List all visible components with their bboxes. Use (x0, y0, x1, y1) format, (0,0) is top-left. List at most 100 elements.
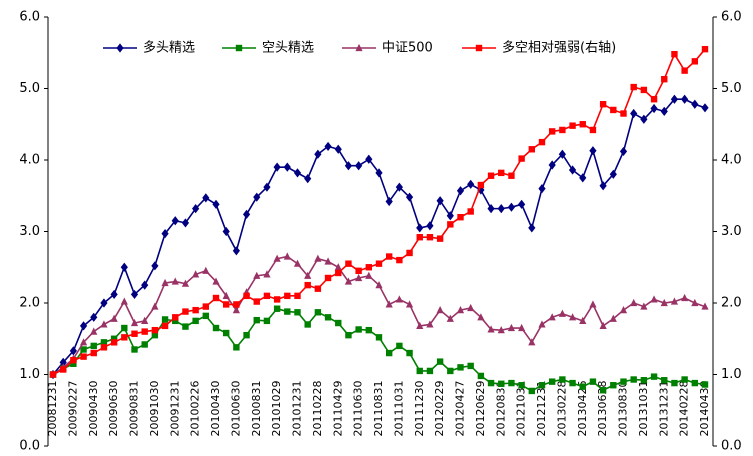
x-tick-label: 20110630 (352, 381, 365, 437)
data-point (222, 226, 230, 237)
data-point (284, 308, 291, 315)
data-point (671, 50, 678, 58)
data-point (640, 302, 648, 310)
y-tick-label: 0.0 (19, 439, 40, 454)
data-point (365, 271, 373, 279)
data-point (691, 58, 699, 65)
data-point (212, 294, 220, 302)
data-point (548, 160, 556, 170)
data-point (701, 103, 709, 113)
data-point (538, 382, 546, 389)
data-point (90, 327, 98, 335)
x-tick-label: 20130228 (555, 381, 568, 437)
x-tick-label: 20100430 (209, 381, 222, 437)
y2-tick-label: 4.0 (721, 153, 742, 168)
data-point (405, 192, 414, 202)
data-point (131, 346, 138, 353)
data-point (568, 165, 577, 175)
legend-marker (355, 43, 363, 52)
data-point (232, 306, 240, 314)
y-tick-label: 2.0 (19, 296, 40, 311)
y2-tick-label: 1.0 (721, 367, 742, 382)
data-point (487, 325, 495, 333)
x-tick-label: 20101231 (291, 381, 304, 437)
x-tick-label: 20120629 (474, 381, 487, 437)
data-point (538, 184, 546, 194)
x-tick-label: 20130426 (576, 381, 589, 437)
y2-tick-label: 6.0 (721, 10, 742, 25)
x-tick-label: 20120229 (433, 381, 446, 437)
data-point (589, 300, 597, 308)
data-point (538, 320, 546, 328)
data-point (253, 192, 261, 202)
x-tick-label: 20091030 (148, 381, 161, 437)
data-point (253, 271, 261, 279)
x-tick-label: 20120831 (494, 381, 507, 437)
data-point (141, 341, 148, 348)
data-point (406, 249, 413, 257)
data-point (477, 372, 485, 380)
data-point (610, 106, 617, 114)
data-point (181, 279, 190, 287)
data-point (172, 314, 179, 321)
data-point (599, 321, 607, 329)
data-point (151, 331, 159, 339)
data-point (619, 306, 628, 314)
data-point (171, 277, 179, 285)
data-point (110, 289, 118, 300)
data-point (528, 146, 536, 153)
x-tick-label: 20090430 (87, 381, 100, 437)
data-point (650, 373, 658, 380)
data-point (619, 146, 628, 157)
y2-tick-label: 2.0 (721, 296, 742, 311)
data-point (151, 261, 159, 271)
data-point (304, 271, 312, 279)
data-point (548, 313, 556, 321)
x-tick-label: 20090831 (128, 381, 141, 437)
data-point (508, 379, 515, 387)
data-point (375, 168, 383, 178)
legend-label: 多头精选 (143, 40, 195, 56)
data-point (202, 266, 210, 274)
data-point (589, 146, 597, 156)
data-point (630, 108, 638, 119)
data-point (314, 285, 322, 292)
data-point (233, 301, 240, 308)
x-tick-label: 20081231 (46, 381, 59, 437)
data-point (365, 264, 373, 271)
data-point (314, 149, 322, 159)
data-point (467, 179, 475, 189)
data-point (161, 316, 169, 323)
x-tick-label: 20120427 (454, 381, 467, 437)
data-point (507, 202, 516, 212)
data-point (701, 381, 709, 388)
data-point (69, 346, 77, 356)
data-point (681, 293, 689, 302)
data-point (49, 371, 57, 378)
data-point (620, 378, 627, 385)
data-point (283, 162, 291, 172)
data-point (273, 254, 281, 262)
data-point (609, 169, 617, 179)
data-point (416, 223, 424, 233)
x-tick-label: 20110429 (331, 381, 344, 437)
data-point (507, 323, 516, 332)
data-point (681, 67, 688, 74)
x-tick-label: 20090227 (66, 381, 79, 437)
data-point (681, 94, 689, 104)
data-point (79, 321, 88, 331)
data-point (518, 382, 525, 389)
data-point (192, 306, 199, 314)
data-point (263, 292, 271, 300)
x-tick-label: 20111031 (392, 381, 405, 437)
data-point (395, 295, 403, 303)
data-point (456, 186, 465, 196)
legend-label: 空头精选 (262, 41, 314, 56)
data-point (487, 379, 495, 387)
data-point (467, 208, 474, 215)
data-point (304, 281, 311, 289)
legend-label: 多空相对强弱(右轴) (502, 40, 616, 56)
x-tick-label: 20131031 (637, 381, 650, 437)
data-point (579, 316, 587, 324)
data-point (222, 329, 230, 337)
